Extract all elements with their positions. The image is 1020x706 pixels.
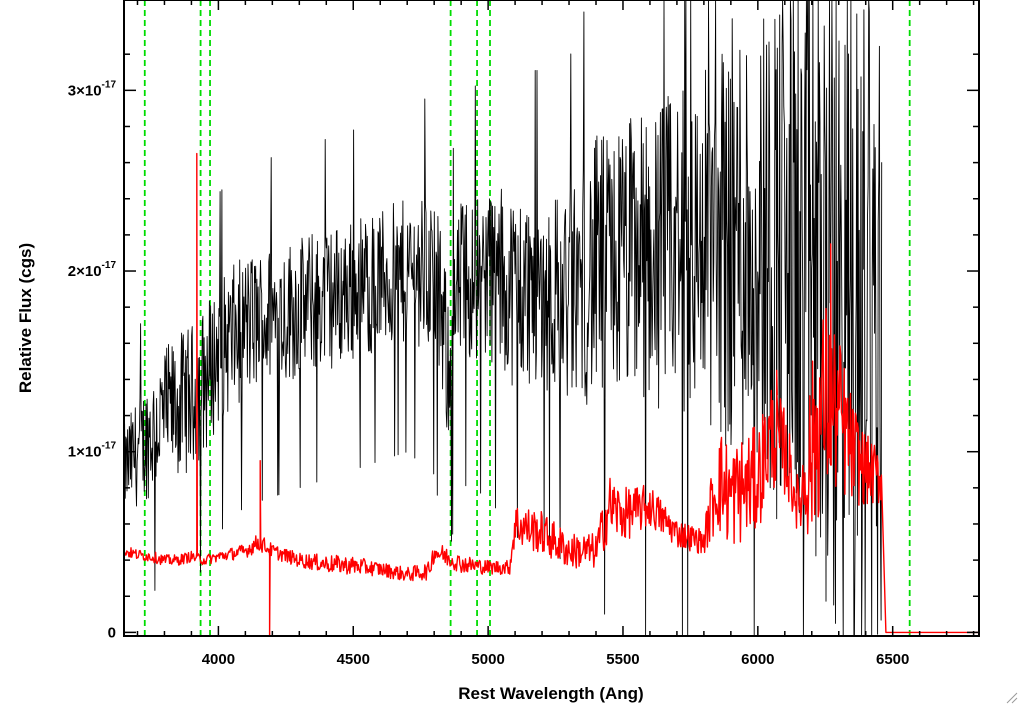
x-tick-label: 4000 xyxy=(202,651,235,668)
resize-grip-icon[interactable] xyxy=(1004,690,1018,704)
x-tick-label: 5000 xyxy=(471,651,504,668)
x-axis-ticks: 4000 4500 5000 5500 6000 6500 xyxy=(136,0,975,668)
y-tick-label: 2×10-17 xyxy=(68,260,117,280)
x-tick-label: 6000 xyxy=(741,651,774,668)
y-axis-label: Relative Flux (cgs) xyxy=(16,243,35,393)
x-tick-label: 6500 xyxy=(876,651,909,668)
plot-frame xyxy=(123,0,980,637)
y-tick-label: 0 xyxy=(108,624,116,641)
series-line xyxy=(123,152,979,637)
y-tick-label: 1×10-17 xyxy=(68,441,117,461)
x-tick-label: 4500 xyxy=(337,651,370,668)
series-line xyxy=(123,0,883,637)
x-tick-label: 5500 xyxy=(606,651,639,668)
x-axis-label: Rest Wavelength (Ang) xyxy=(458,684,643,703)
series-layer xyxy=(123,0,979,637)
y-tick-label: 3×10-17 xyxy=(68,79,117,99)
